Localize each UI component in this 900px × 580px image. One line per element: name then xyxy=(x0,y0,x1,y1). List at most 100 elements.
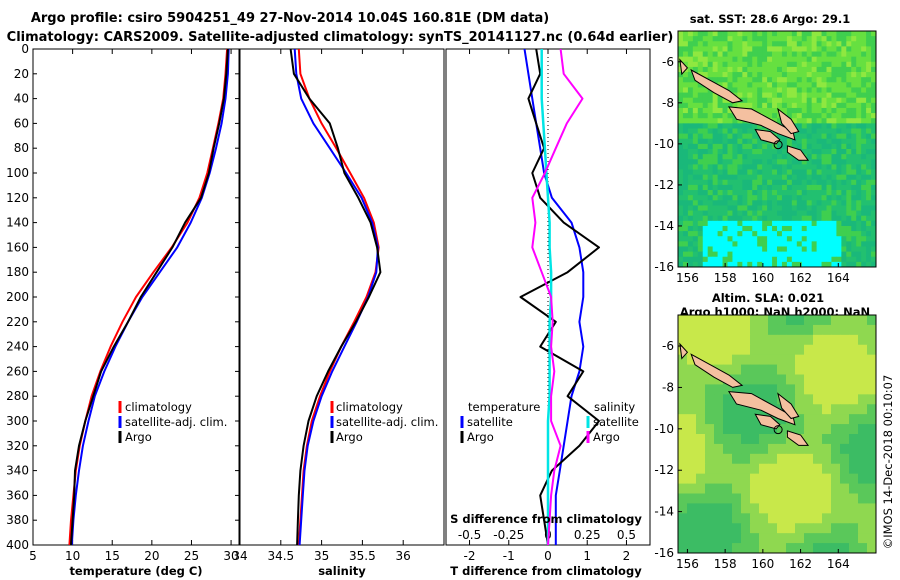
sst-map-cell xyxy=(702,149,709,155)
sla-map-cell xyxy=(705,424,715,435)
sst-map-cell xyxy=(816,123,822,129)
sst-map-cell xyxy=(772,164,778,170)
sla-map-cell xyxy=(849,315,859,326)
sst-map-cell xyxy=(871,133,876,140)
sst-map-cell xyxy=(791,82,798,88)
sst-map-cell xyxy=(697,36,704,42)
sla-map-cell xyxy=(786,354,796,365)
sst-map-cell xyxy=(707,123,714,129)
sst-map-cell xyxy=(826,210,832,217)
sst-map-cell xyxy=(821,77,827,83)
sst-map-cell xyxy=(737,102,743,109)
sla-map-cell xyxy=(714,404,724,415)
sla-map-cell xyxy=(849,334,859,346)
sst-map-cell xyxy=(702,133,709,140)
sst-map-cell xyxy=(816,138,822,145)
sla-map-cell xyxy=(723,513,733,524)
sst-map-cell xyxy=(737,210,743,217)
sst-map-cell xyxy=(732,246,738,253)
sst-map-cell xyxy=(796,107,803,114)
sst-map-cell xyxy=(866,154,872,160)
sst-map-cell xyxy=(871,215,876,222)
sla-map-cell xyxy=(822,364,832,375)
sst-map-cell xyxy=(707,205,714,211)
sst-map-cell xyxy=(772,51,778,58)
sst-map-cell xyxy=(821,164,827,170)
sst-map-cell xyxy=(678,143,684,150)
sst-map-cell xyxy=(836,128,842,135)
sst-map-cell xyxy=(687,251,694,258)
sst-map-cell xyxy=(801,215,808,222)
sla-map-cell xyxy=(678,463,688,475)
sst-map-cell xyxy=(742,77,748,83)
difference-legend: temperature satellite Argo salinity sate… xyxy=(460,400,639,444)
sla-map-cell xyxy=(705,543,715,553)
sst-map-cell xyxy=(796,256,803,263)
sst-map-cell xyxy=(712,236,718,242)
sst-map-cell xyxy=(727,179,733,186)
temperature-tick-label: 5 xyxy=(29,549,37,563)
sst-map-cell xyxy=(712,169,718,176)
sla-map-cell xyxy=(741,315,751,326)
sst-map-cell xyxy=(811,225,817,232)
sst-map-cell xyxy=(742,169,748,176)
sst-map-cell xyxy=(777,256,783,263)
sst-map-cell xyxy=(801,128,808,135)
sst-map-cell xyxy=(737,200,743,206)
sst-map-cell xyxy=(801,190,808,196)
sst-map-cell xyxy=(707,256,714,263)
sst-map-cell xyxy=(796,231,803,237)
sst-map-cell xyxy=(757,51,763,58)
sst-map-cell xyxy=(762,256,768,263)
sst-map-cell xyxy=(742,256,748,263)
sst-map-lon-tick-label: 158 xyxy=(714,271,737,285)
sst-map-cell xyxy=(687,236,694,242)
sst-map-cell xyxy=(678,225,684,232)
sst-map-cell xyxy=(821,220,827,227)
sst-map-cell xyxy=(806,241,813,247)
sst-map-cell xyxy=(737,205,743,211)
sst-map-cell xyxy=(682,190,689,196)
sst-map-cell xyxy=(717,246,723,253)
sst-map-cell xyxy=(767,51,773,58)
sst-map-cell xyxy=(752,215,758,222)
sst-map-cell xyxy=(687,113,694,119)
sst-map-cell xyxy=(717,190,723,196)
sla-map-cell xyxy=(858,324,868,336)
sst-map-cell xyxy=(821,215,827,222)
sst-map-cell xyxy=(727,154,733,160)
sst-map-cell xyxy=(806,251,813,258)
sla-map-cell xyxy=(714,394,724,405)
sla-map-cell xyxy=(858,483,868,494)
sst-map-cell xyxy=(841,154,847,160)
sst-map-cell xyxy=(697,61,704,68)
depth-tick-label: 80 xyxy=(14,141,29,155)
sst-map-cell xyxy=(796,41,803,47)
sst-map-cell xyxy=(796,220,803,227)
sst-map-cell xyxy=(816,256,822,263)
sla-map-cell xyxy=(849,364,859,375)
sst-map-cell xyxy=(762,72,768,78)
sst-map-cell xyxy=(702,102,709,109)
sst-map-cell xyxy=(801,31,808,37)
sst-map-cell xyxy=(836,169,842,176)
sst-map-cell xyxy=(861,41,867,47)
sla-map-cell xyxy=(777,404,787,415)
sla-map-cell xyxy=(858,344,868,356)
sst-map-cell xyxy=(871,82,876,88)
sst-map-cell xyxy=(861,231,867,237)
sst-map-cell xyxy=(678,107,684,114)
sst-map-cell xyxy=(831,215,837,222)
sst-map-cell xyxy=(742,82,748,88)
sla-map-cell xyxy=(768,434,778,445)
sst-map-cell xyxy=(682,97,689,104)
sst-map-cell xyxy=(866,41,872,47)
sst-map-cell xyxy=(752,190,758,196)
sst-map-cell xyxy=(861,66,867,73)
sst-map-cell xyxy=(762,210,768,217)
sla-map-lat-tick-label: -14 xyxy=(654,505,674,519)
t-difference-x-ticks: -2 -1 0 1 2 xyxy=(464,49,630,563)
sla-map-cell xyxy=(849,414,859,425)
sla-map-cell xyxy=(723,364,733,375)
sst-map-cell xyxy=(747,246,753,253)
